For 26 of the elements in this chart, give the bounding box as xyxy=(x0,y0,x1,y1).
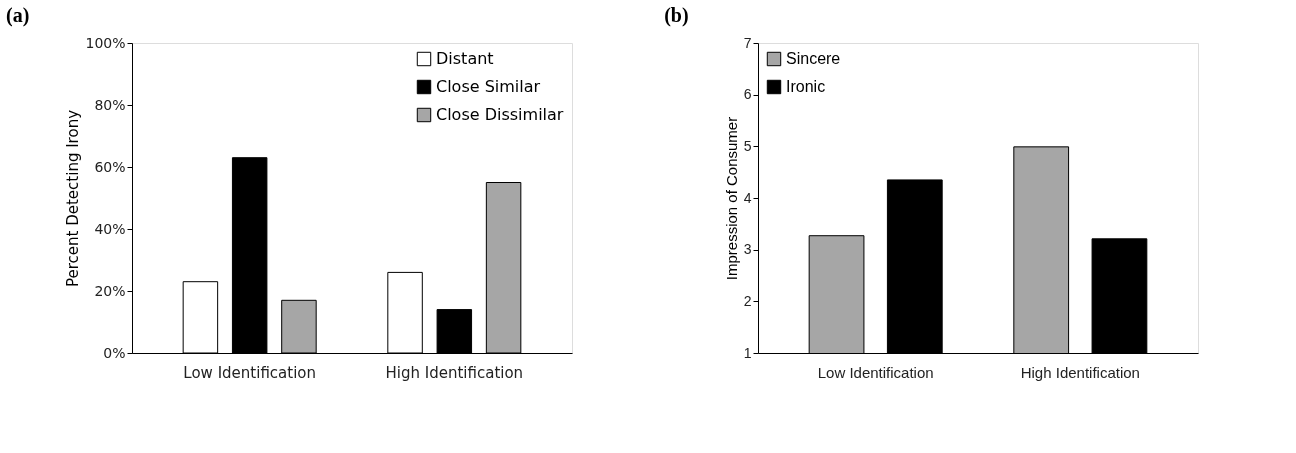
legend-label: Close Dissimilar xyxy=(436,105,564,124)
y-tick-label: 100% xyxy=(85,34,126,51)
y-axis-title: Impression of Consumer xyxy=(722,116,740,281)
y-tick-label: 7 xyxy=(743,34,752,51)
x-tick-label: Low Identification xyxy=(817,363,934,381)
y-tick-label: 1 xyxy=(743,344,752,361)
y-tick-label: 80% xyxy=(94,96,126,113)
y-tick-label: 4 xyxy=(743,189,752,206)
legend-label: Close Similar xyxy=(436,77,541,96)
legend-label: Ironic xyxy=(786,78,826,95)
legend-label: Sincere xyxy=(786,50,841,67)
y-tick-label: 60% xyxy=(94,158,126,175)
y-tick-label: 40% xyxy=(94,220,126,237)
y-tick-label: 6 xyxy=(743,86,752,103)
y-tick-label: 20% xyxy=(94,282,126,299)
y-tick-label: 0% xyxy=(103,344,126,361)
x-tick-label: Low Identification xyxy=(183,363,316,382)
y-axis-title: Percent Detecting Irony xyxy=(64,109,83,288)
x-tick-label: High Identification xyxy=(1020,363,1140,381)
y-tick-label: 5 xyxy=(743,137,752,154)
legend-label: Distant xyxy=(436,49,494,68)
y-tick-label: 3 xyxy=(743,241,752,258)
y-tick-label: 2 xyxy=(743,292,752,309)
x-tick-label: High Identification xyxy=(385,363,524,382)
chart-title: (b) xyxy=(664,4,689,27)
chart-title: (a) xyxy=(5,4,30,27)
